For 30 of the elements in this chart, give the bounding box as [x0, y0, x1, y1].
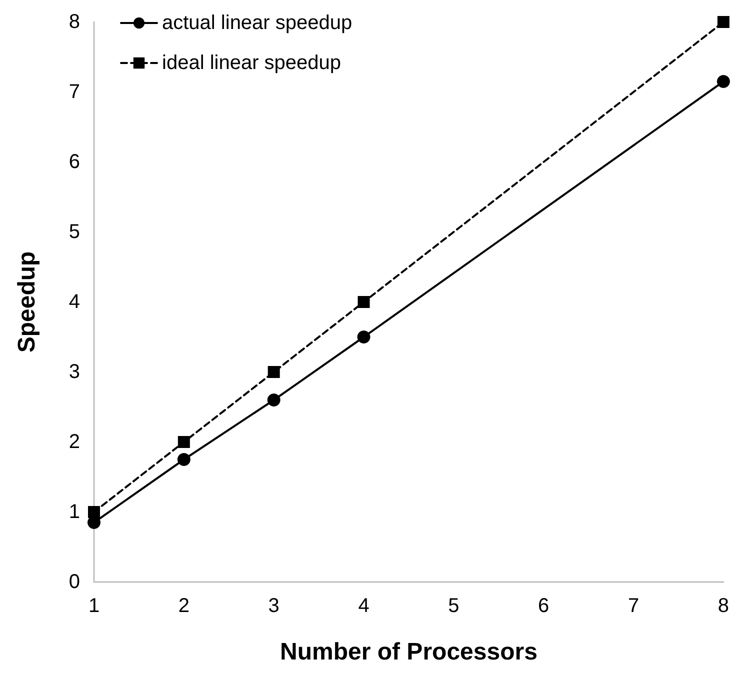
point [358, 296, 370, 308]
legend-label: actual linear speedup [162, 12, 352, 34]
y-tick-label: 1 [68, 501, 80, 523]
y-axis-title: Speedup [14, 251, 40, 353]
point [267, 394, 280, 406]
x-tick-label: 6 [538, 595, 550, 617]
y-tick-label: 6 [68, 151, 80, 173]
point [88, 506, 100, 518]
x-axis-title: Number of Processors [280, 638, 538, 666]
y-tick-label: 0 [68, 571, 80, 593]
x-tick-label: 1 [88, 595, 100, 617]
point [178, 436, 190, 448]
legend-label: ideal linear speedup [162, 52, 342, 74]
x-tick-label: 4 [358, 595, 370, 617]
y-tick-label: 3 [68, 361, 80, 383]
point [357, 330, 370, 344]
x-tick-label: 2 [178, 595, 190, 617]
x-tick-label: 8 [718, 595, 729, 617]
point [268, 366, 280, 378]
y-tick-label: 2 [68, 431, 80, 453]
point [716, 75, 730, 88]
y-tick-label: 5 [68, 221, 80, 243]
x-tick-label: 3 [268, 595, 280, 617]
y-tick-label: 4 [68, 291, 80, 313]
x-tick-label: 7 [628, 595, 640, 617]
point [177, 453, 190, 466]
x-tick-label: 5 [448, 595, 460, 617]
point [717, 16, 730, 28]
y-tick-label: 7 [68, 81, 80, 103]
y-tick-label: 8 [68, 11, 80, 33]
